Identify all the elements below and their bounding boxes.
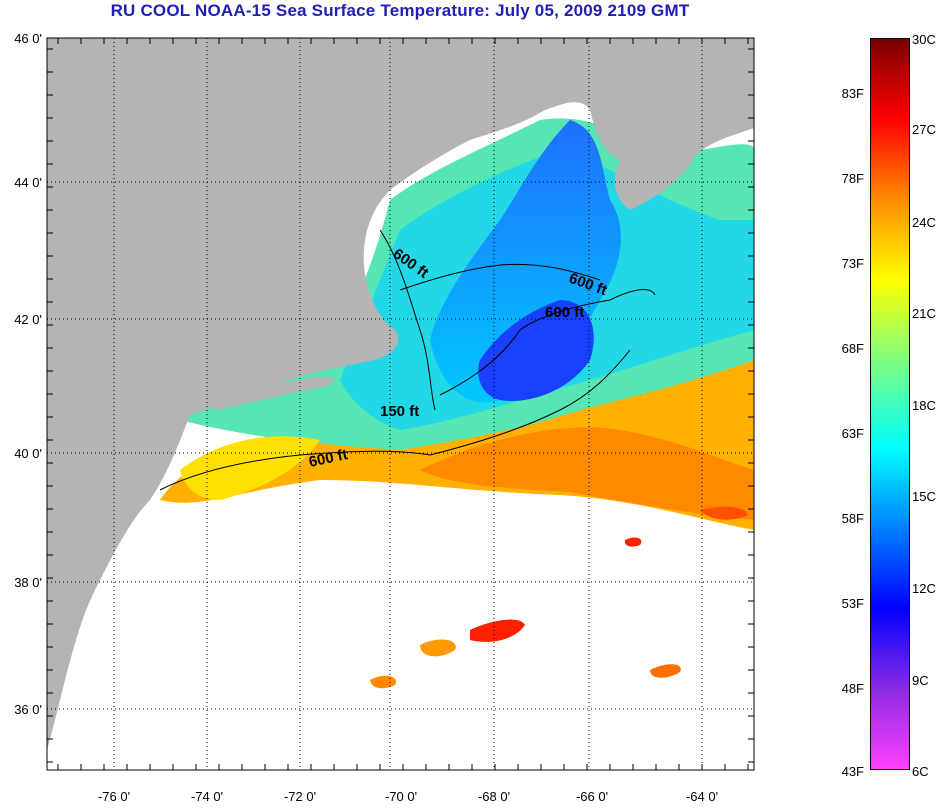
colorbar-c-label: 12C [912,581,936,596]
lat-label: 42 0' [14,312,42,327]
colorbar-c-label: 6C [912,764,929,779]
colorbar-f-label: 73F [841,256,864,271]
map-frame [46,37,755,771]
colorbar-f-label: 58F [841,511,864,526]
colorbar-f-label: 68F [841,341,864,356]
contour-label-600ft-east: 600 ft [545,304,584,321]
lon-label: -64 0' [685,789,719,804]
bathymetry-contours [159,229,656,491]
colorbar-c-label: 21C [912,306,936,321]
lon-label: -74 0' [190,789,224,804]
sst-field [160,118,754,689]
colorbar-f-label: 63F [841,426,864,441]
colorbar-f-label: 83F [841,86,864,101]
colorbar-f-label: 48F [841,681,864,696]
colorbar-c-label: 27C [912,122,936,137]
lon-label: -72 0' [283,789,317,804]
land [47,38,754,750]
colorbar-f-label: 53F [841,596,864,611]
colorbar-f-label: 43F [841,764,864,779]
colorbar-c-label: 9C [912,673,929,688]
axis-ticks [47,38,754,770]
map-title: RU COOL NOAA-15 Sea Surface Temperature:… [110,1,690,20]
lon-label: -70 0' [384,789,418,804]
temperature-colorbar [870,38,910,770]
colorbar-c-label: 15C [912,489,936,504]
lat-label: 46 0' [14,31,42,46]
lon-label: -68 0' [477,789,511,804]
colorbar-c-label: 24C [912,215,936,230]
lat-label: 44 0' [14,175,42,190]
lon-label: -76 0' [97,789,131,804]
colorbar-c-label: 18C [912,398,936,413]
lat-label: 40 0' [14,446,42,461]
lat-label: 38 0' [14,575,42,590]
lat-label: 36 0' [14,702,42,717]
contour-label-150ft: 150 ft [380,403,419,420]
colorbar-f-label: 78F [841,171,864,186]
colorbar-c-label: 30C [912,32,936,47]
lon-label: -66 0' [575,789,609,804]
